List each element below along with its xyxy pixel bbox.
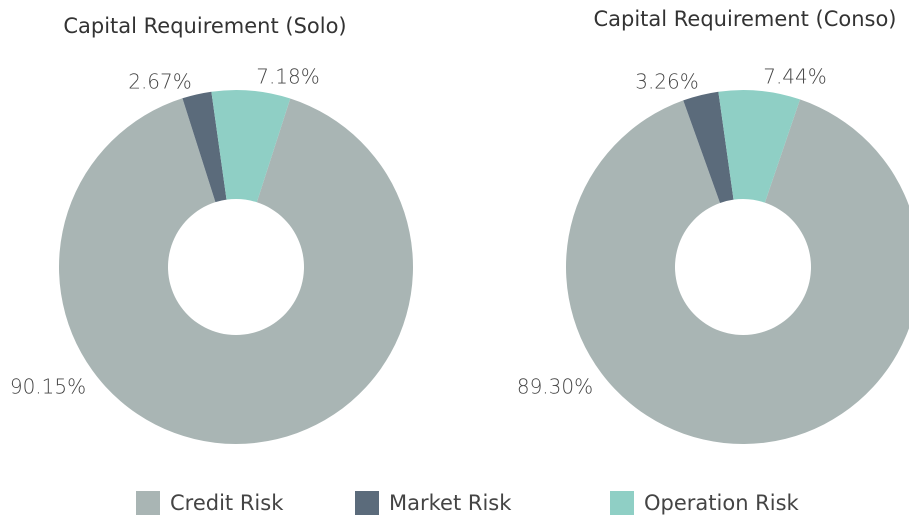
donut-slice bbox=[718, 90, 800, 203]
legend-swatch bbox=[610, 491, 634, 515]
donut-slice bbox=[566, 99, 909, 444]
legend-label: Credit Risk bbox=[170, 491, 284, 515]
data-label: 3.26% bbox=[635, 70, 699, 94]
donut-slice bbox=[58, 98, 413, 445]
donut-slice bbox=[211, 90, 291, 203]
legend-label: Operation Risk bbox=[644, 491, 800, 515]
data-label: 90.15% bbox=[10, 375, 86, 399]
data-label: 89.30% bbox=[517, 375, 593, 399]
legend-swatch bbox=[355, 491, 379, 515]
legend-label: Market Risk bbox=[389, 491, 512, 515]
data-label: 7.18% bbox=[256, 65, 320, 89]
chart-title: Capital Requirement (Conso) bbox=[593, 7, 896, 31]
legend-swatch bbox=[136, 491, 160, 515]
data-label: 7.44% bbox=[763, 65, 827, 89]
chart-title: Capital Requirement (Solo) bbox=[63, 14, 346, 38]
donut-slice bbox=[182, 91, 227, 203]
data-label: 2.67% bbox=[128, 70, 192, 94]
donut-slice bbox=[683, 91, 734, 203]
